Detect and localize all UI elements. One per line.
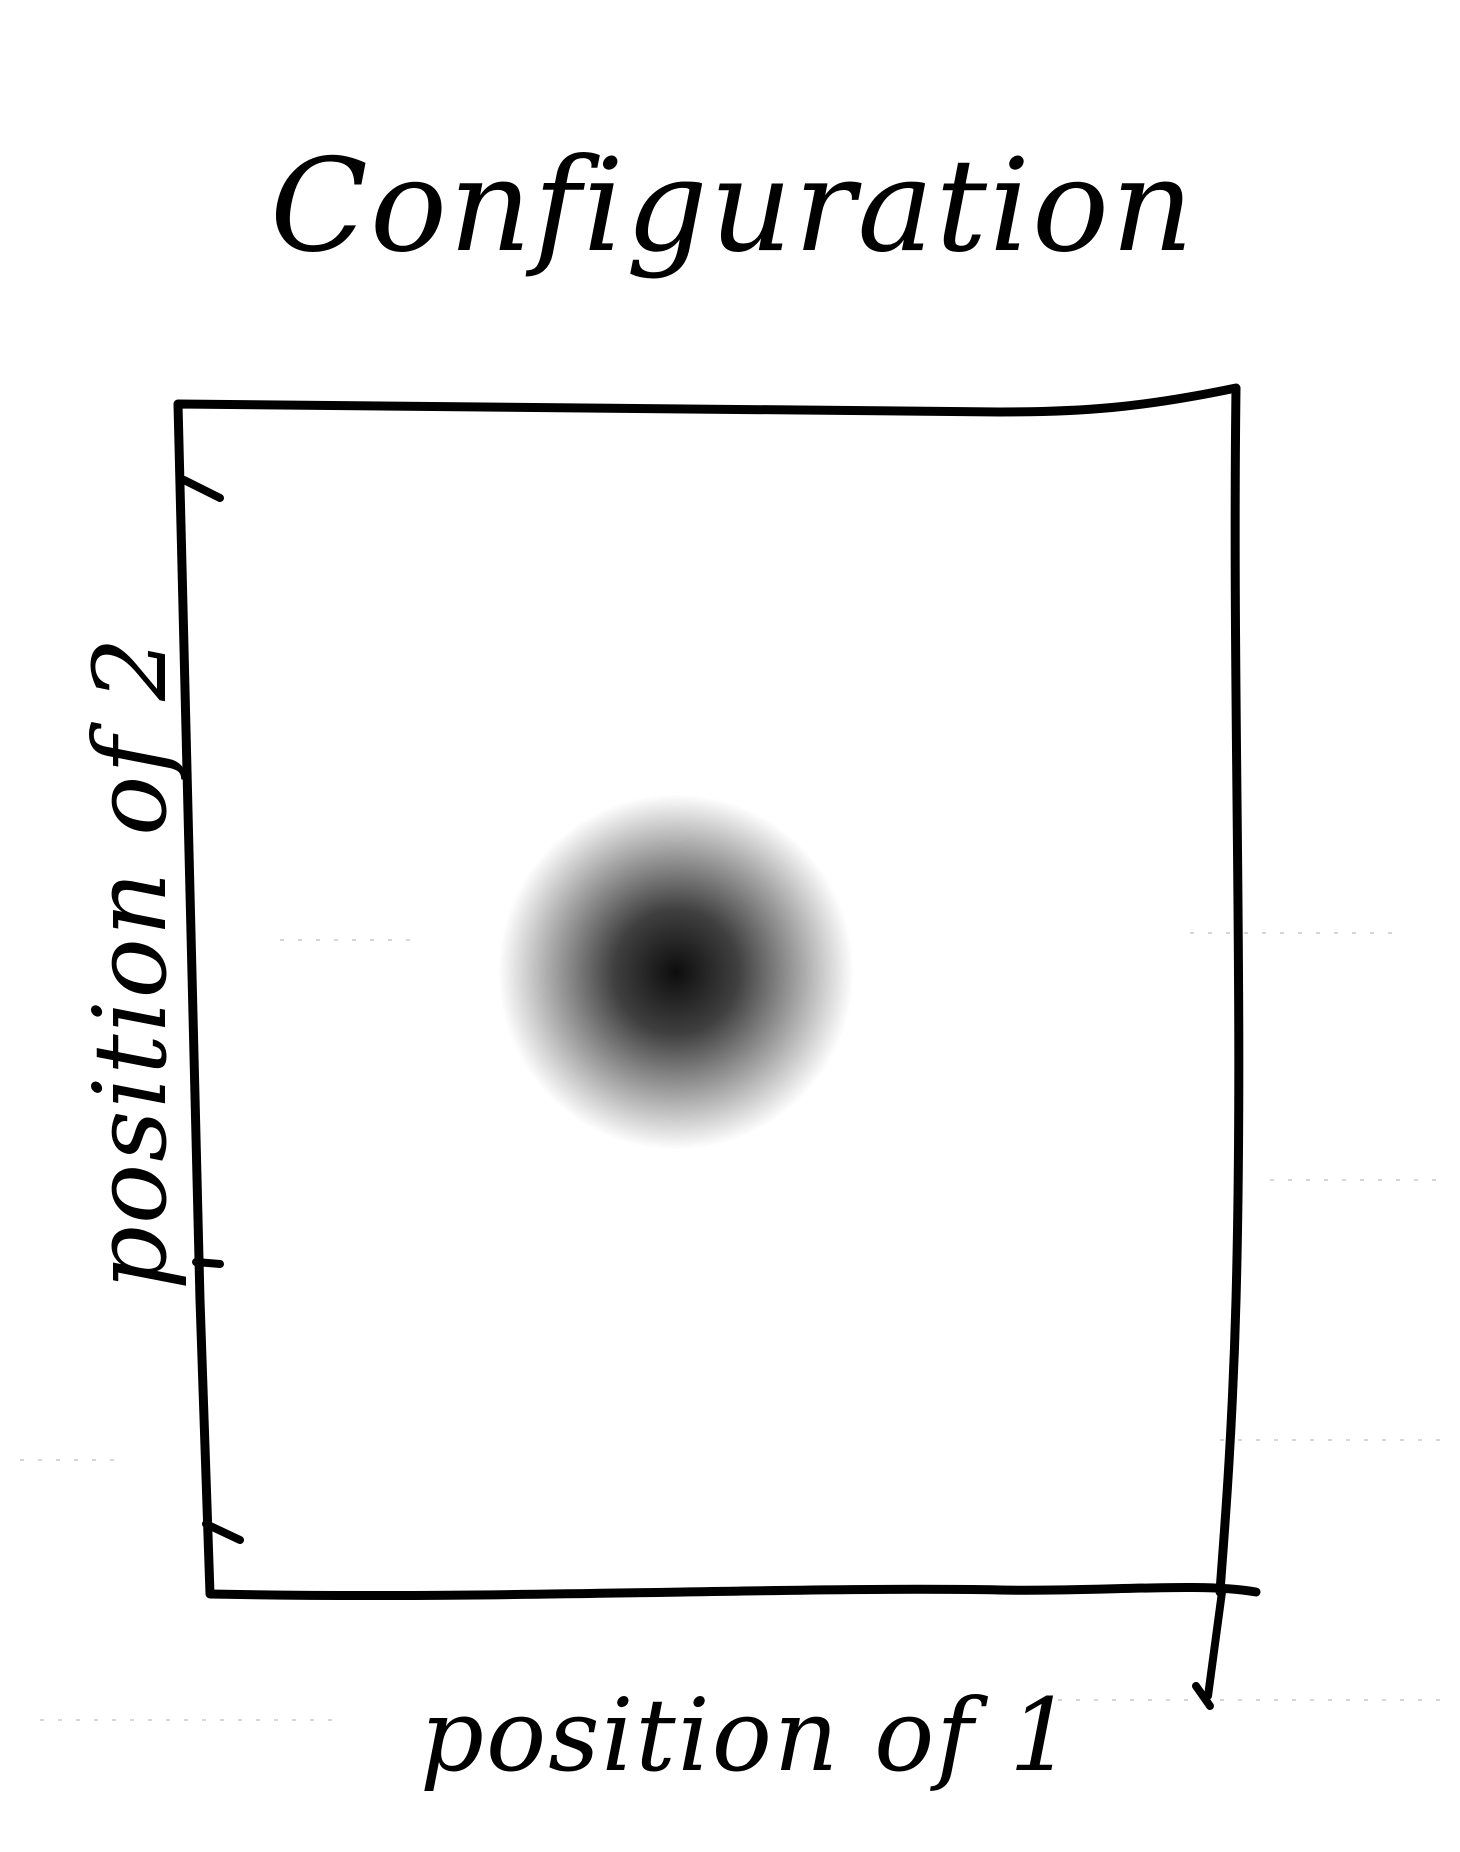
- probability-blob: [498, 794, 854, 1150]
- box-ticks: [180, 476, 1226, 1710]
- y-axis-label: position of 2: [72, 635, 189, 1290]
- configuration-box: [173, 383, 1261, 1601]
- diagram-title: Configuration: [270, 132, 1196, 281]
- paper-ruling: [20, 932, 1440, 1721]
- x-axis-label: position of 1: [420, 1677, 1075, 1794]
